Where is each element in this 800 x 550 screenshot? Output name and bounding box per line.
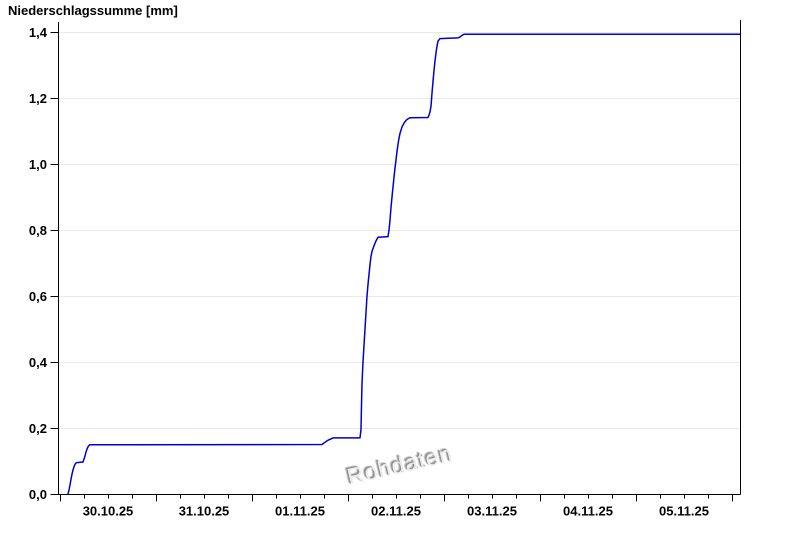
x-tick-label: 01.11.25 <box>275 504 325 519</box>
precipitation-line <box>67 33 740 495</box>
x-tick-label: 31.10.25 <box>179 504 230 519</box>
x-tick-label: 04.11.25 <box>563 504 613 519</box>
x-tick-label: 30.10.25 <box>83 504 134 519</box>
x-tick-label: 05.11.25 <box>659 504 709 519</box>
y-tick-label: 0,6 <box>29 289 47 304</box>
x-tick-label: 02.11.25 <box>371 504 421 519</box>
y-tick-label: 1,0 <box>29 157 47 172</box>
y-tick-label: 1,2 <box>29 91 47 106</box>
chart-title: Niederschlagssumme [mm] <box>8 3 178 18</box>
y-tick-label: 1,4 <box>29 25 48 40</box>
x-tick-label: 03.11.25 <box>467 504 517 519</box>
y-tick-label: 0,8 <box>29 223 47 238</box>
y-tick-label: 0,0 <box>29 487 47 502</box>
y-tick-label: 0,2 <box>29 421 47 436</box>
y-tick-label: 0,4 <box>29 355 48 370</box>
